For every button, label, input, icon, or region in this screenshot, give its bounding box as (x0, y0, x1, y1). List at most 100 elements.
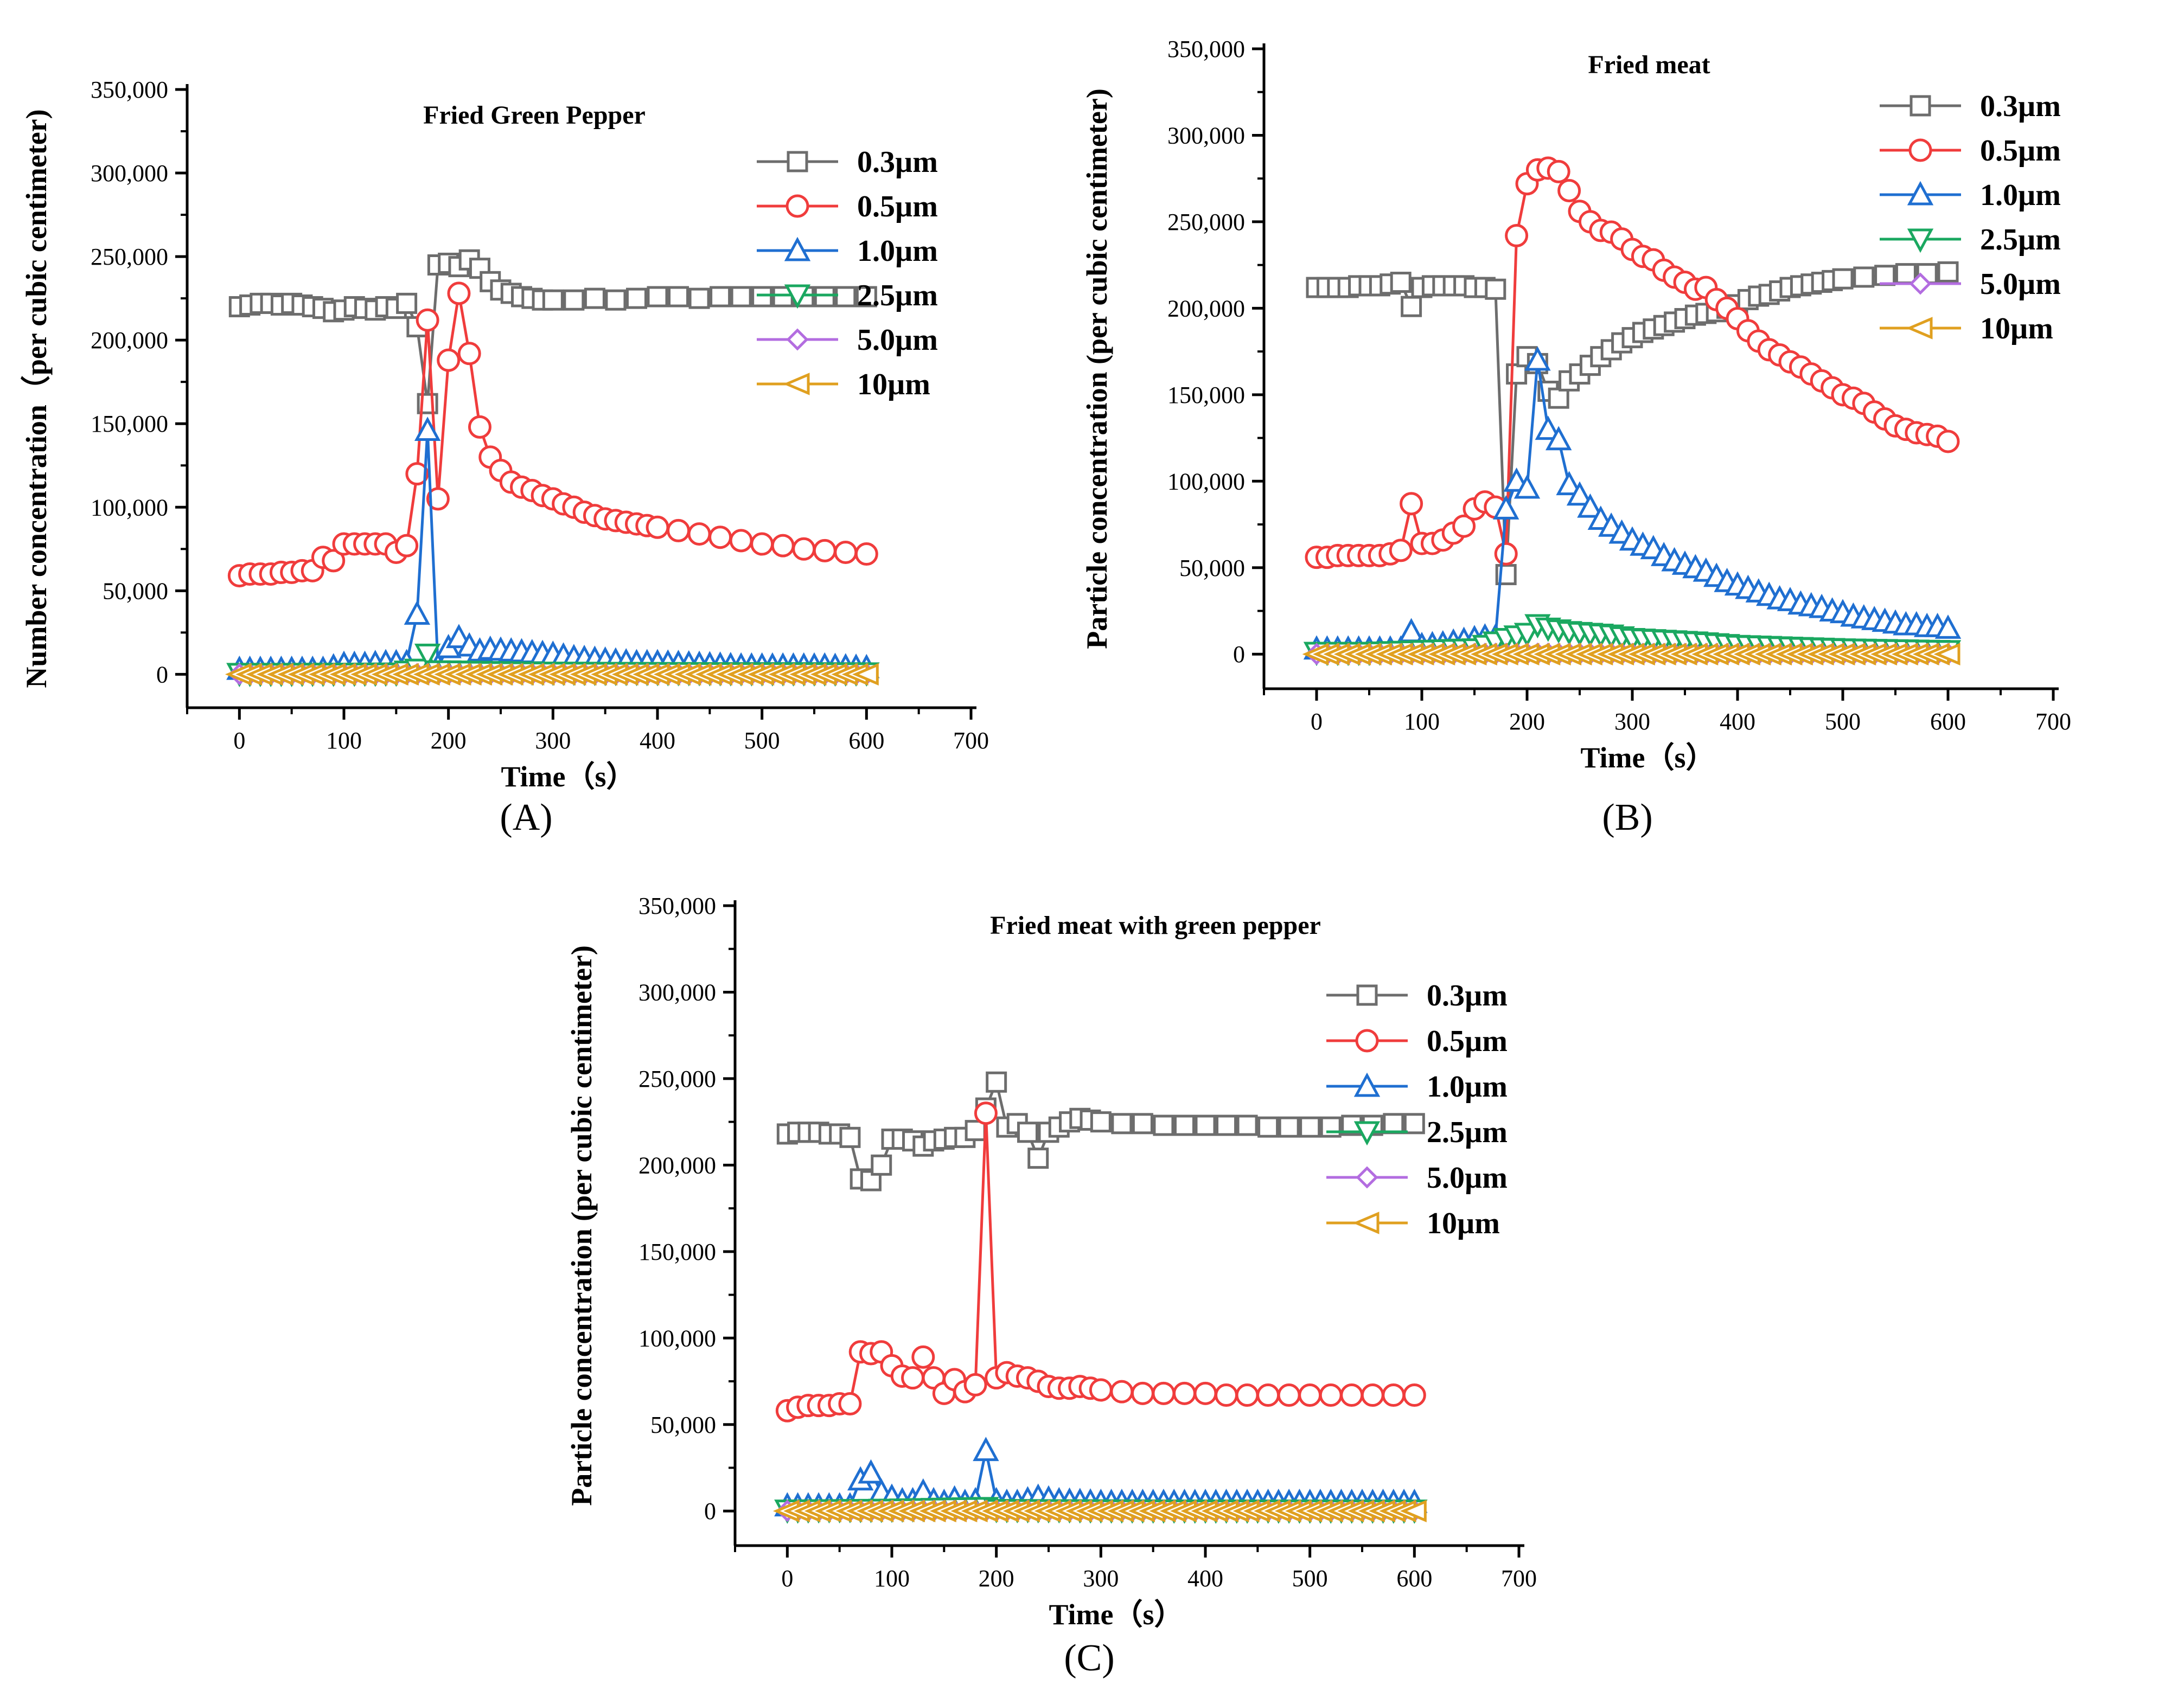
data-point (973, 1437, 999, 1462)
data-point (1452, 514, 1476, 538)
data-point (1832, 268, 1854, 290)
data-point (687, 522, 711, 546)
chart-title: Fried meat with green pepper (990, 911, 1321, 940)
data-point (1195, 1114, 1216, 1136)
data-point (468, 415, 491, 439)
data-point (1853, 266, 1875, 288)
y-tick-label: 150,000 (1167, 382, 1245, 408)
data-point (1278, 1116, 1300, 1138)
data-point (1566, 481, 1593, 506)
y-tick-label: 50,000 (103, 578, 168, 604)
data-point (414, 417, 441, 441)
chart-panel-2: 0 100 200 300 400 500 600 700 0 50,000 100,000 150,… (565, 893, 1537, 1679)
series-0.3m (776, 1071, 1425, 1191)
legend-label: 1.0µm (1980, 178, 2061, 212)
data-point (1934, 614, 1962, 639)
x-axis-label: Time（s） (501, 760, 635, 793)
legend-marker (787, 151, 808, 172)
y-tick-label: 200,000 (91, 327, 168, 354)
data-point (437, 348, 461, 372)
data-point (1320, 1116, 1342, 1138)
chart-panel-0: 0 100 200 300 400 500 600 700 0 50,000 100,000 150,… (20, 76, 989, 838)
series-0.5m (1305, 156, 1960, 569)
legend: 0.3µm 0.5µm 1.0µm 2.5µm 5.0µm 10µm (1880, 89, 2061, 345)
y-axis-label: Particle concentration (per cubic centim… (1081, 88, 1113, 649)
legend-marker (1356, 984, 1378, 1006)
y-tick-label: 200,000 (638, 1152, 716, 1178)
data-point (426, 487, 450, 511)
legend-marker (1353, 1121, 1381, 1146)
data-point (1235, 1383, 1259, 1407)
legend-label: 10µm (1427, 1207, 1500, 1240)
y-tick-label: 100,000 (91, 494, 168, 521)
data-point (1506, 363, 1528, 385)
x-tick-label: 200 (431, 727, 467, 754)
data-point (605, 289, 627, 311)
data-point (1936, 430, 1960, 453)
x-tick-label: 200 (1509, 708, 1545, 735)
data-point (1505, 223, 1529, 247)
x-tick-label: 300 (535, 727, 571, 754)
y-tick-label: 250,000 (91, 244, 168, 270)
legend-marker (786, 328, 809, 351)
legend-label: 2.5µm (857, 279, 938, 312)
legend-marker (784, 236, 811, 261)
data-point (1895, 263, 1917, 285)
y-tick-label: 350,000 (91, 76, 168, 103)
series-0.5m (775, 1101, 1426, 1423)
data-point (1383, 1113, 1404, 1135)
data-point (792, 537, 816, 561)
data-point (834, 540, 858, 564)
legend-marker (786, 194, 809, 218)
series-0.3m (1306, 261, 1959, 586)
data-point (646, 515, 669, 539)
data-point (1172, 1381, 1196, 1405)
legend-label: 0.3µm (1980, 89, 2061, 123)
series-0.3m (228, 249, 877, 414)
data-point (457, 342, 481, 366)
data-point (710, 286, 731, 307)
data-point (688, 287, 710, 309)
y-tick-label: 50,000 (1179, 555, 1245, 581)
data-point (1535, 415, 1561, 440)
x-tick-label: 0 (1311, 708, 1323, 735)
panel-label: (A) (500, 797, 552, 838)
data-point (1298, 1383, 1322, 1407)
panel-label: (C) (1064, 1637, 1114, 1679)
data-point (751, 286, 773, 307)
y-tick-label: 100,000 (1167, 468, 1245, 495)
data-point (1485, 278, 1506, 300)
data-point (667, 518, 691, 542)
data-point (1390, 272, 1412, 293)
data-point (1400, 1500, 1427, 1522)
data-point (1236, 1114, 1258, 1136)
data-point (1216, 1114, 1237, 1136)
x-tick-label: 700 (953, 727, 989, 754)
data-point (963, 1373, 987, 1396)
y-tick-label: 350,000 (638, 893, 716, 919)
series-10m (1302, 643, 1961, 665)
legend-label: 5.0µm (1980, 267, 2061, 301)
y-tick-label: 0 (704, 1498, 716, 1524)
x-axis-label: Time（s） (1580, 741, 1715, 774)
data-point (1017, 1122, 1038, 1143)
x-tick-label: 400 (640, 727, 675, 754)
data-point (322, 549, 346, 573)
y-axis-label: Number concentration（per cubic centimete… (20, 109, 53, 688)
data-point (835, 286, 857, 307)
data-point (1256, 1383, 1280, 1407)
x-tick-label: 100 (874, 1565, 910, 1592)
data-point (1173, 1114, 1195, 1136)
data-point (1493, 495, 1519, 520)
data-point (447, 281, 471, 305)
series-10m (225, 663, 879, 686)
series-0.5m (227, 281, 878, 588)
legend-marker (1907, 181, 1934, 206)
data-point (1110, 1380, 1134, 1404)
x-tick-label: 500 (744, 727, 780, 754)
x-tick-label: 100 (1404, 708, 1440, 735)
data-point (1556, 471, 1582, 496)
data-point (814, 286, 835, 307)
data-point (625, 287, 647, 309)
legend-marker (1353, 1072, 1381, 1097)
